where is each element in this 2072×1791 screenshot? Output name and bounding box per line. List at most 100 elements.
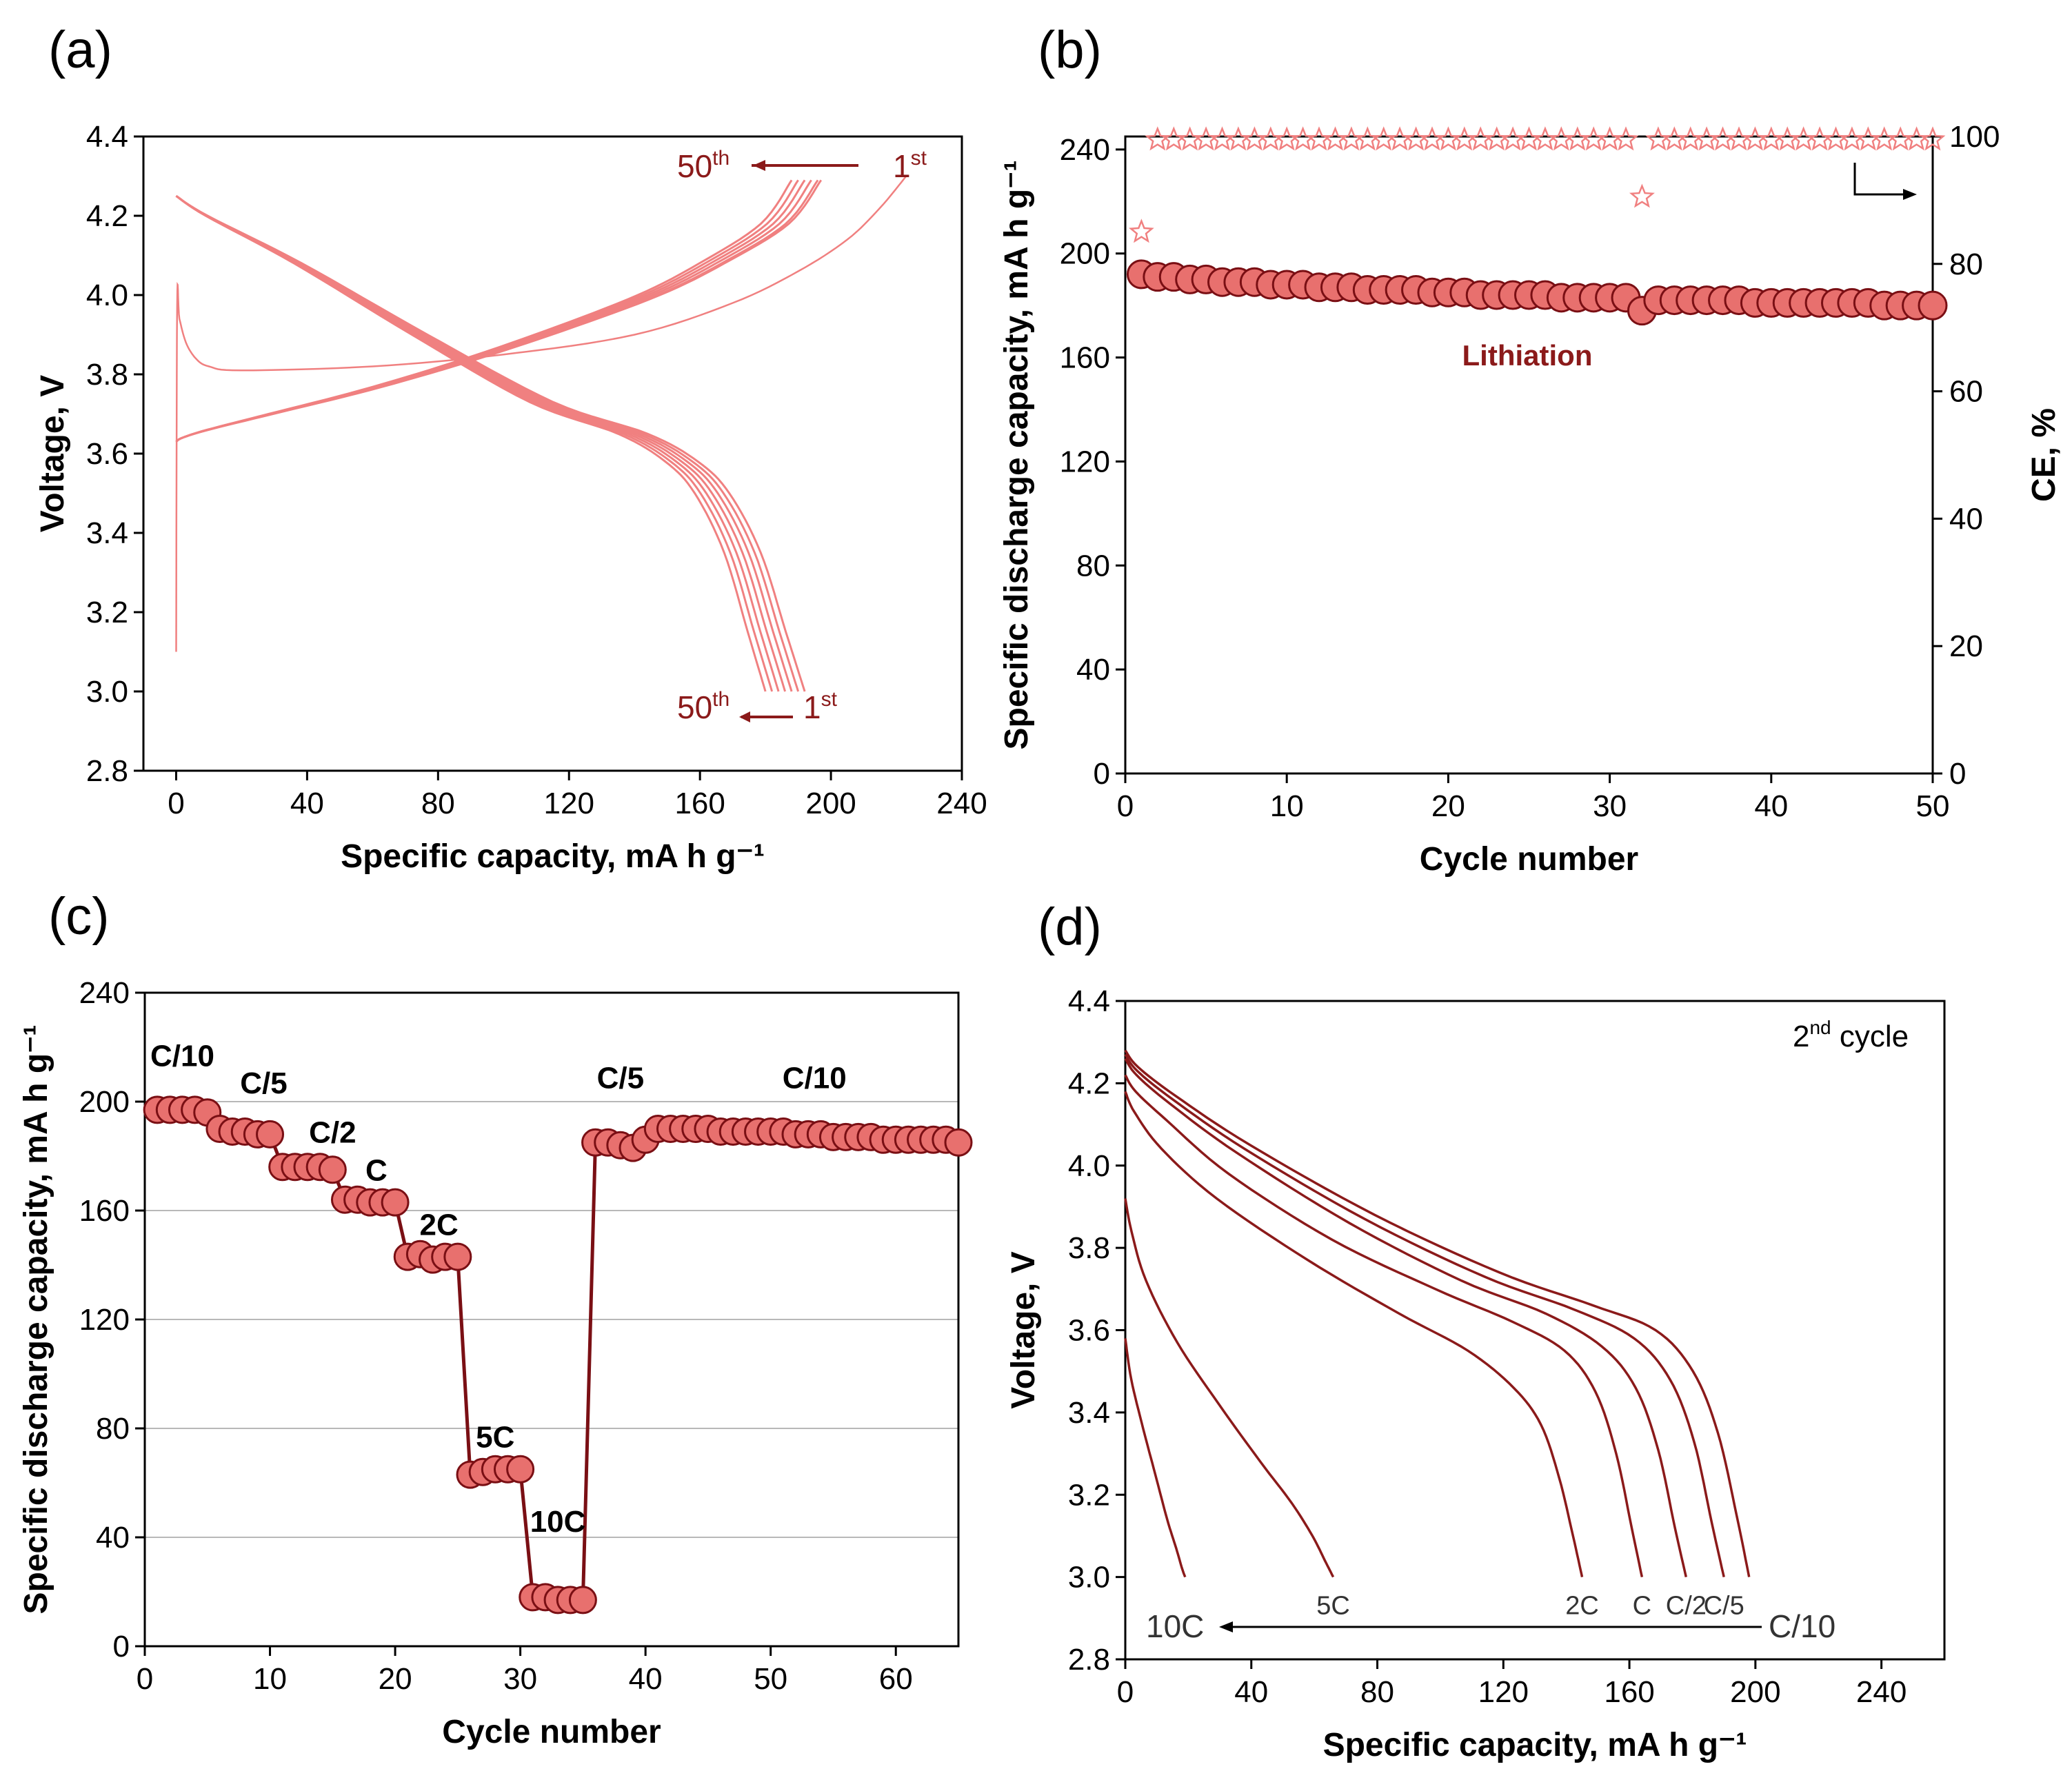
arrow-label-left: 10C bbox=[1146, 1608, 1204, 1644]
annotation-discharge-1st: 1st bbox=[803, 688, 838, 725]
y-tick-label: 200 bbox=[79, 1085, 130, 1119]
x-tick-label: 160 bbox=[674, 787, 725, 820]
y-tick-label: 240 bbox=[1060, 133, 1110, 167]
x-tick-label: 0 bbox=[137, 1662, 153, 1696]
y-tick-label: 160 bbox=[1060, 341, 1110, 375]
plot-frame bbox=[1124, 1000, 1946, 1661]
ce-star-marker bbox=[1920, 126, 1946, 151]
annotation-charge-50th: 50th bbox=[677, 147, 730, 184]
first-charge-curve bbox=[175, 175, 907, 652]
rate-capacity-marker bbox=[381, 1188, 410, 1217]
rate-capacity-marker bbox=[443, 1242, 472, 1271]
curve-label: 2C bbox=[1565, 1591, 1599, 1620]
y-tick-label: 2.8 bbox=[1068, 1643, 1110, 1677]
y-tick-label: 40 bbox=[1076, 653, 1110, 687]
discharge-curve-c bbox=[1124, 1074, 1644, 1577]
label-superscript: th bbox=[712, 688, 730, 711]
y-tick-label: 0 bbox=[1094, 757, 1110, 791]
y-tick-label: 40 bbox=[96, 1521, 130, 1555]
plot-frame bbox=[1124, 135, 1934, 775]
y-tick-label: 4.0 bbox=[86, 279, 128, 312]
rate-capacity-marker bbox=[944, 1128, 973, 1157]
rate-label: C/5 bbox=[240, 1066, 287, 1100]
y-tick-label: 4.2 bbox=[1068, 1066, 1110, 1100]
x-tick-label: 60 bbox=[879, 1662, 913, 1696]
rate-capacity-marker bbox=[568, 1586, 597, 1615]
y-tick-label: 120 bbox=[79, 1303, 130, 1337]
ce-star-marker bbox=[1629, 183, 1655, 208]
x-tick-label: 0 bbox=[1117, 789, 1134, 823]
x-tick-label: 40 bbox=[1234, 1675, 1268, 1709]
cycle-label-suffix: cycle bbox=[1831, 1020, 1909, 1053]
y-tick-label: 4.4 bbox=[86, 120, 128, 154]
x-axis-title: Specific capacity, mA h g⁻¹ bbox=[1323, 1727, 1747, 1763]
y-tick-label: 4.0 bbox=[1068, 1149, 1110, 1183]
right-axis-arrow-head bbox=[1903, 189, 1917, 200]
label-superscript: st bbox=[821, 688, 838, 711]
charge-curve bbox=[175, 179, 819, 443]
y-right-tick-label: 80 bbox=[1949, 247, 1983, 281]
y-tick-label: 240 bbox=[79, 976, 130, 1010]
y-tick-label: 120 bbox=[1060, 445, 1110, 478]
rate-label: 5C bbox=[476, 1421, 514, 1455]
y-right-tick-label: 20 bbox=[1949, 629, 1983, 663]
discharge-curve-5c bbox=[1124, 1198, 1335, 1578]
y-right-tick-label: 100 bbox=[1949, 120, 2000, 154]
x-tick-label: 0 bbox=[168, 787, 184, 820]
plot-frame bbox=[142, 135, 963, 772]
y-tick-label: 3.2 bbox=[1068, 1478, 1110, 1512]
panel-c-rate-capability: 0 10 20 30 40 50 60 0 40 80 120 160 200 240 Cycle numb… bbox=[18, 976, 973, 1750]
x-axis-title: Cycle number bbox=[1420, 841, 1638, 878]
rate-label: C/2 bbox=[309, 1115, 356, 1149]
discharge-curve-c-5 bbox=[1124, 1053, 1725, 1577]
y-tick-label: 3.0 bbox=[1068, 1561, 1110, 1595]
y-tick-label: 3.6 bbox=[1068, 1314, 1110, 1348]
cycle-label: 2nd cycle bbox=[1793, 1017, 1909, 1053]
y-tick-label: 0 bbox=[113, 1630, 130, 1663]
y-right-tick-label: 0 bbox=[1949, 757, 1966, 791]
curve-label: C bbox=[1633, 1591, 1651, 1620]
y-tick-label: 160 bbox=[79, 1194, 130, 1228]
x-tick-label: 10 bbox=[253, 1662, 287, 1696]
x-tick-label: 160 bbox=[1604, 1675, 1654, 1709]
label-base: 50 bbox=[677, 148, 712, 184]
x-tick-label: 50 bbox=[1916, 789, 1950, 823]
y-tick-label: 200 bbox=[1060, 237, 1110, 271]
x-tick-label: 20 bbox=[379, 1662, 412, 1696]
x-tick-label: 120 bbox=[1478, 1675, 1529, 1709]
charge-curve bbox=[175, 179, 799, 443]
arrow-head-discharge bbox=[739, 711, 750, 722]
x-tick-label: 10 bbox=[1270, 789, 1304, 823]
rate-capacity-marker bbox=[256, 1120, 285, 1149]
curve-label: C/5 bbox=[1704, 1591, 1744, 1620]
y-axis-title: Voltage, V bbox=[1005, 1251, 1042, 1409]
x-axis-title: Specific capacity, mA h g⁻¹ bbox=[341, 838, 765, 875]
x-tick-label: 200 bbox=[1730, 1675, 1780, 1709]
rate-capacity-marker bbox=[506, 1455, 535, 1484]
arrow-label-right: C/10 bbox=[1769, 1608, 1835, 1644]
x-tick-label: 40 bbox=[290, 787, 324, 820]
rate-label: 10C bbox=[530, 1505, 586, 1539]
x-tick-label: 0 bbox=[1117, 1675, 1134, 1709]
discharge-curve-c-2 bbox=[1124, 1058, 1688, 1577]
discharge-curve bbox=[175, 195, 806, 692]
panel-label-a: (a) bbox=[48, 21, 112, 79]
discharge-curve bbox=[175, 195, 767, 692]
ce-star-marker bbox=[1613, 126, 1639, 151]
panel-d-rate-discharge-profiles: 0 40 80 120 160 200 240 2.8 3.0 3.2 3.4 3.6 3.8 4.0 4.… bbox=[1005, 984, 1946, 1763]
x-tick-label: 120 bbox=[544, 787, 594, 820]
label-superscript: st bbox=[911, 147, 927, 170]
y-axis-title: Specific discharge capacity, mA h g⁻¹ bbox=[18, 1025, 54, 1615]
label-base: 1 bbox=[803, 689, 821, 725]
discharge-curve-10c bbox=[1124, 1338, 1187, 1578]
rate-label: C/5 bbox=[597, 1061, 644, 1095]
curve-label: C/2 bbox=[1666, 1591, 1707, 1620]
y-tick-label: 4.4 bbox=[1068, 984, 1110, 1018]
cycle-label-number: 2 bbox=[1793, 1020, 1809, 1053]
y-tick-label: 2.8 bbox=[86, 754, 128, 788]
y-tick-label: 3.8 bbox=[86, 358, 128, 392]
y-tick-label: 3.8 bbox=[1068, 1231, 1110, 1265]
ce-star-marker bbox=[1128, 219, 1154, 243]
